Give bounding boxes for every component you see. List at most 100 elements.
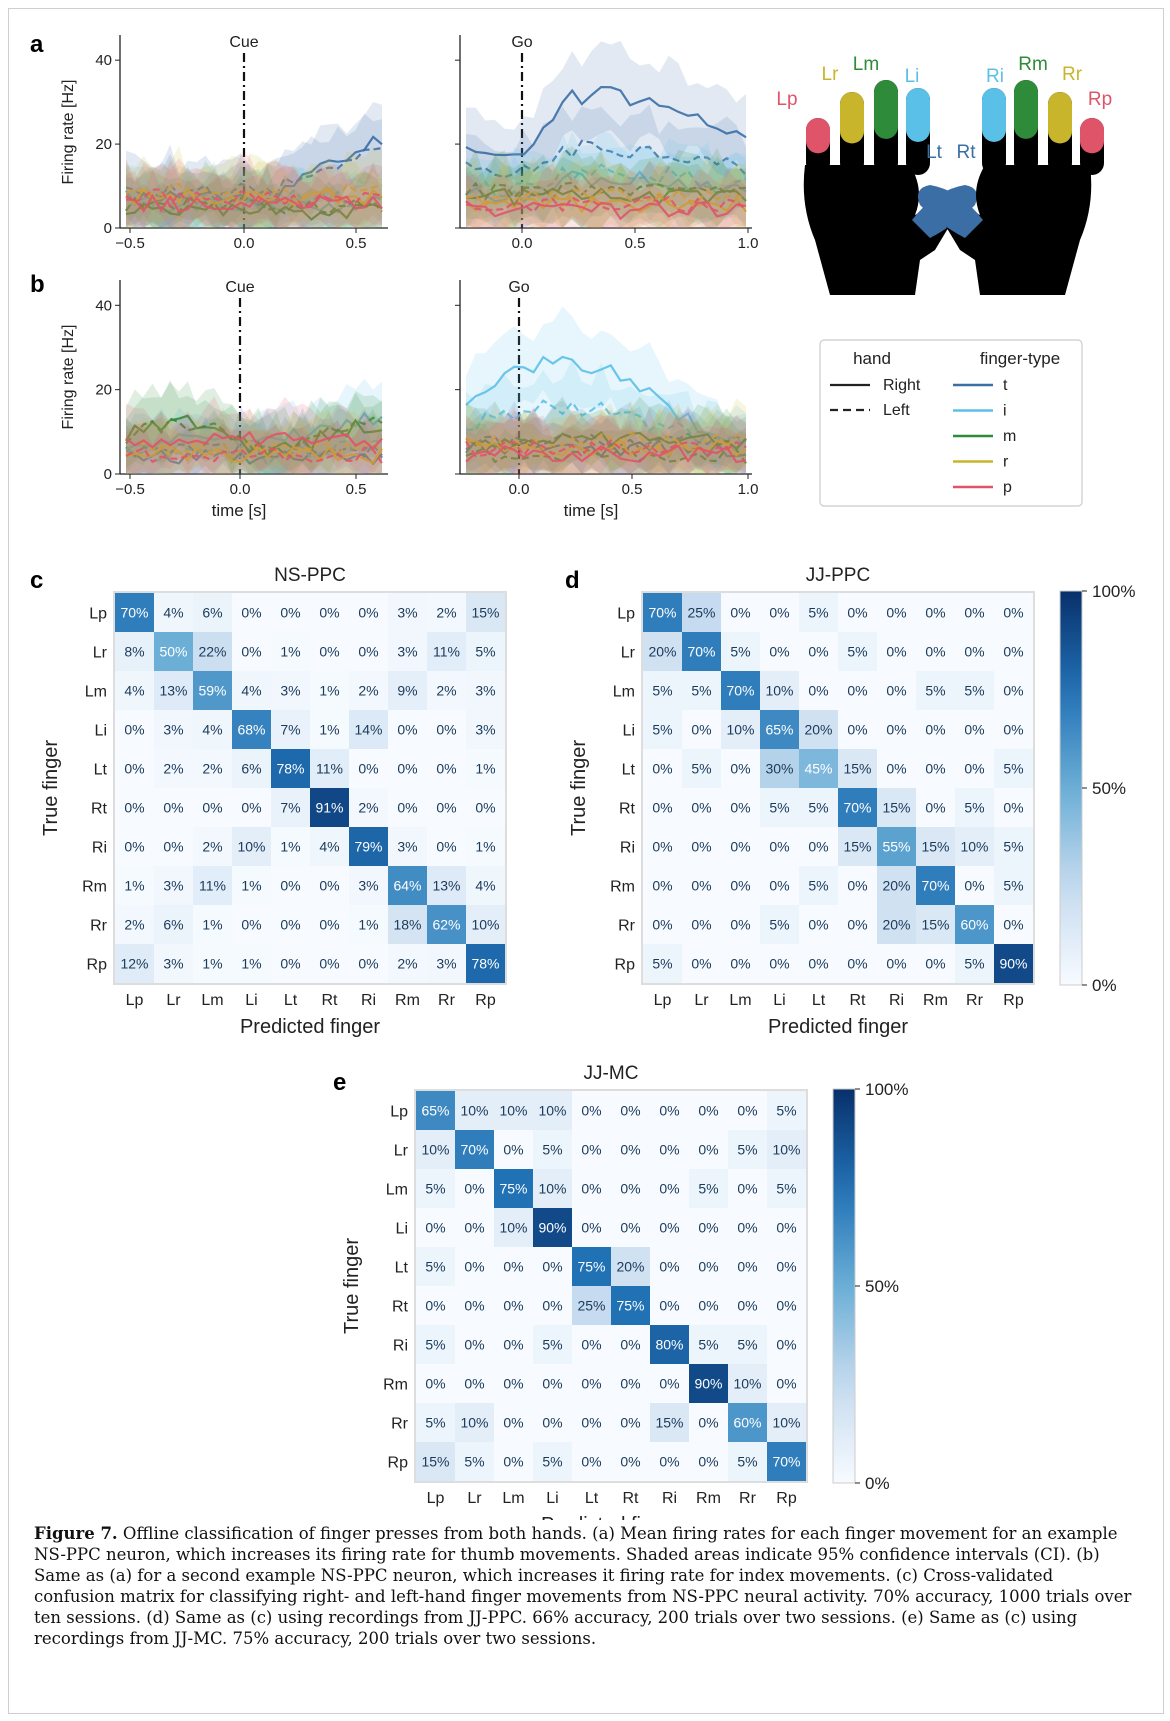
cell-value: 0% — [397, 722, 417, 738]
matrix-cell — [193, 671, 232, 710]
matrix-cell — [154, 944, 193, 983]
cell-value: 0% — [581, 1142, 601, 1158]
cell-value: 0% — [730, 800, 750, 816]
cell-value: 0% — [620, 1220, 640, 1236]
col-label: Lp — [427, 1490, 445, 1507]
cell-value: 2% — [436, 605, 456, 621]
cell-value: 0% — [769, 644, 789, 660]
cell-value: 0% — [847, 878, 867, 894]
matrix-cell — [349, 866, 388, 905]
cell-value: 3% — [163, 956, 183, 972]
y-axis-label-b: Firing rate [Hz] — [60, 325, 77, 430]
cell-value: 0% — [425, 1376, 445, 1392]
matrix-cell — [416, 1442, 455, 1481]
cell-value: 0% — [358, 761, 378, 777]
matrix-cell — [494, 1442, 533, 1481]
matrix-cell — [916, 788, 955, 827]
row-label: Li — [623, 723, 635, 740]
matrix-cell — [271, 788, 310, 827]
cell-value: 64% — [393, 878, 421, 894]
matrix-cell — [232, 905, 271, 944]
cell-value: 2% — [124, 917, 144, 933]
row-label: Rr — [618, 918, 636, 935]
finger-label-li: Li — [905, 66, 920, 87]
cell-value: 0% — [659, 1376, 679, 1392]
cell-value: 90% — [999, 956, 1027, 972]
matrix-cell — [533, 1091, 572, 1130]
y-tick-label: 40 — [95, 52, 112, 69]
ci-band — [466, 306, 746, 474]
cell-value: 0% — [847, 956, 867, 972]
x-axis-label: time [s] — [564, 501, 619, 520]
matrix-cell — [232, 827, 271, 866]
cell-value: 5% — [425, 1181, 445, 1197]
matrix-cell — [643, 866, 682, 905]
fingertip — [874, 80, 898, 139]
matrix-cell — [494, 1286, 533, 1325]
matrix-title: JJ-MC — [584, 1063, 639, 1084]
matrix-cell — [349, 944, 388, 983]
matrix-cell — [650, 1169, 689, 1208]
matrix-cell — [193, 905, 232, 944]
cell-value: 0% — [319, 644, 339, 660]
cell-value: 0% — [776, 1298, 796, 1314]
cell-value: 5% — [769, 917, 789, 933]
matrix-title: NS-PPC — [274, 565, 346, 586]
cell-value: 0% — [691, 800, 711, 816]
matrix-cell — [193, 593, 232, 632]
cell-value: 0% — [659, 1142, 679, 1158]
cell-value: 0% — [769, 878, 789, 894]
trace-line — [125, 186, 383, 207]
matrix-cell — [650, 1130, 689, 1169]
matrix-cell — [349, 827, 388, 866]
cell-value: 55% — [882, 839, 910, 855]
matrix-cell — [877, 632, 916, 671]
cell-value: 22% — [198, 644, 226, 660]
cell-value: 65% — [765, 722, 793, 738]
cell-value: 68% — [237, 722, 265, 738]
cell-value: 0% — [886, 605, 906, 621]
cell-value: 0% — [241, 644, 261, 660]
cell-value: 0% — [319, 605, 339, 621]
matrix-cell — [154, 866, 193, 905]
cell-value: 1% — [202, 917, 222, 933]
cell-value: 0% — [886, 722, 906, 738]
cell-value: 0% — [964, 644, 984, 660]
panel-label-a: a — [30, 31, 44, 58]
cell-value: 0% — [425, 1298, 445, 1314]
matrix-cell — [533, 1130, 572, 1169]
matrix-cell — [533, 1286, 572, 1325]
cell-value: 0% — [425, 1220, 445, 1236]
row-label: Lt — [622, 762, 636, 779]
cell-value: 0% — [280, 878, 300, 894]
cell-value: 0% — [659, 1220, 679, 1236]
matrix-cell — [611, 1286, 650, 1325]
matrix-cell — [682, 866, 721, 905]
matrix-cell — [877, 593, 916, 632]
finger-label-rr: Rr — [1062, 64, 1083, 85]
matrix-y-label: True finger — [40, 740, 62, 836]
matrix-cell — [994, 710, 1033, 749]
cell-value: 3% — [163, 878, 183, 894]
cell-value: 20% — [616, 1259, 644, 1275]
cell-value: 0% — [1003, 800, 1023, 816]
ci-band — [466, 161, 746, 228]
cell-value: 5% — [808, 878, 828, 894]
matrix-cell — [916, 710, 955, 749]
cell-value: 1% — [319, 722, 339, 738]
legend-finger-label: m — [1003, 428, 1016, 445]
matrix-cell — [466, 827, 505, 866]
colorbar-tick-label: 50% — [1092, 779, 1126, 798]
matrix-cell — [455, 1091, 494, 1130]
matrix-cell — [994, 905, 1033, 944]
matrix-cell — [955, 671, 994, 710]
matrix-cell — [682, 749, 721, 788]
matrix-cell — [533, 1169, 572, 1208]
matrix-cell — [427, 866, 466, 905]
matrix-cell — [271, 905, 310, 944]
cell-value: 10% — [460, 1103, 488, 1119]
col-label: Rm — [395, 992, 420, 1009]
cell-value: 0% — [691, 917, 711, 933]
matrix-cell — [416, 1091, 455, 1130]
finger-label-lp: Lp — [776, 89, 797, 110]
